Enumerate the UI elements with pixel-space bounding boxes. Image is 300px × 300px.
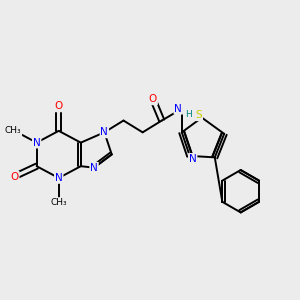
Text: H: H xyxy=(185,110,192,118)
Text: N: N xyxy=(90,163,98,173)
Text: N: N xyxy=(33,138,41,148)
Text: N: N xyxy=(174,104,182,114)
Text: N: N xyxy=(100,127,108,137)
Text: N: N xyxy=(55,173,63,183)
Text: O: O xyxy=(11,172,19,182)
Text: CH₃: CH₃ xyxy=(50,198,67,207)
Text: CH₃: CH₃ xyxy=(5,126,21,135)
Text: N: N xyxy=(189,154,196,164)
Text: O: O xyxy=(149,94,157,104)
Text: S: S xyxy=(196,110,202,120)
Text: O: O xyxy=(55,101,63,111)
